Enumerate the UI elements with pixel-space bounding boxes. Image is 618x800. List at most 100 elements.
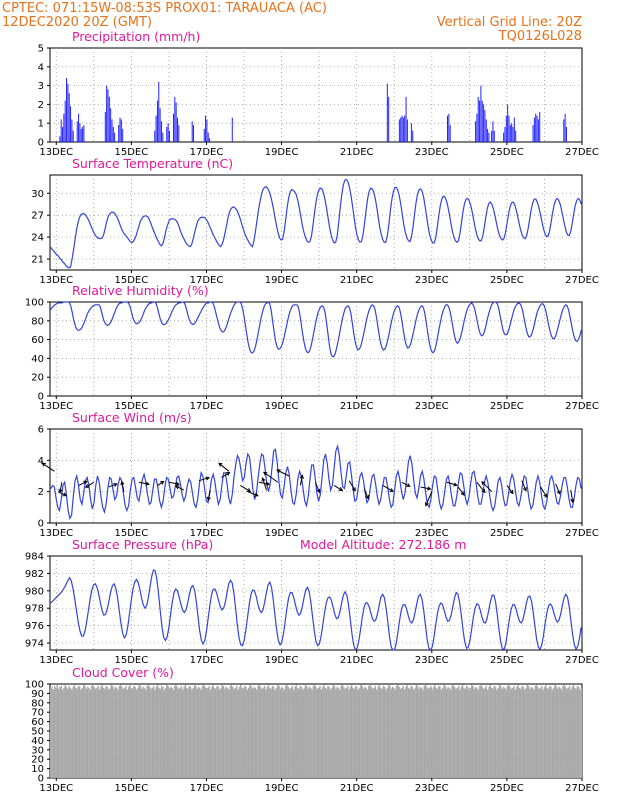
cloud-bar (170, 686, 172, 778)
cloud-bar (317, 687, 320, 778)
wind-arrow (333, 484, 343, 491)
cloud-bar (506, 685, 509, 778)
wind-arrow (425, 491, 433, 506)
cloud-bar (543, 686, 546, 778)
cloud-bar (71, 689, 73, 778)
cloud-bar (447, 686, 449, 778)
cloud-bar (242, 688, 245, 778)
cloud-bar (302, 689, 304, 778)
cloud-bar (514, 689, 517, 778)
wind-arrowhead (160, 480, 165, 485)
precip-bar (78, 113, 80, 142)
cloud-bar (389, 685, 391, 778)
cloud-bar (85, 688, 88, 778)
wind-panel: 0 2 4 6 13DEC 15DEC 17DEC 19DEC 21DEC 23DEC 25DEC 2… (38, 410, 599, 539)
cloud-bar (502, 686, 505, 778)
cloud-title: Cloud Cover (%) (72, 665, 174, 680)
precip-bar (168, 130, 170, 142)
cloud-bar (59, 686, 61, 778)
rh-xtick-label: 13DEC (39, 401, 73, 412)
cloud-bar (353, 688, 356, 778)
cloud-bar (200, 689, 202, 778)
precip-bar (155, 115, 157, 142)
wind-arrow (299, 475, 303, 486)
cloud-bar (475, 686, 477, 778)
wind-arrow (263, 471, 279, 483)
wind-xtick-label: 25DEC (490, 528, 524, 539)
wind-xtick-label: 17DEC (190, 528, 224, 539)
cloud-bar (580, 687, 583, 778)
wind-xtick-label: 27DEC (565, 528, 599, 539)
precip-bar (71, 119, 73, 142)
cloud-bar (141, 688, 143, 778)
cloud-bar (560, 689, 563, 778)
precip-bar (405, 96, 407, 142)
wind-arrowhead (58, 488, 63, 494)
cloud-bar (63, 687, 65, 778)
cloud-bar (564, 686, 567, 778)
precip-bar (481, 100, 483, 142)
cloud-bar (310, 687, 312, 778)
precip-bar (410, 123, 412, 142)
cloud-bar (131, 688, 134, 778)
cloud-bar (456, 687, 458, 778)
cloud-bar (163, 689, 165, 778)
cloud-bar (448, 687, 451, 778)
wind-arrowhead (206, 496, 211, 502)
wind-frame (49, 428, 583, 524)
precip-bar (479, 100, 481, 142)
cloud-bar (413, 689, 415, 778)
temp-xtick-label: 25DEC (490, 275, 524, 286)
precip-bar (535, 113, 537, 142)
cloud-bar (390, 688, 392, 778)
wind-arrow (218, 462, 230, 472)
cloud-bar (79, 686, 81, 778)
cloud-bar (156, 684, 159, 778)
cloud-bar (403, 689, 406, 778)
cloud-bar (444, 685, 447, 778)
cloud-bar (533, 689, 535, 778)
wind-ytick-label: 6 (38, 425, 44, 436)
cloud-bar (426, 686, 428, 778)
cloud-bar (253, 686, 255, 778)
cloud-bar (208, 685, 210, 778)
cloud-ytick-label: 60 (31, 717, 44, 728)
wind-arrow (570, 490, 574, 503)
precip-bar (166, 126, 168, 142)
cloud-bar (274, 689, 276, 778)
cloud-bar (477, 689, 480, 778)
cloud-bar (68, 685, 70, 778)
cloud-bar (576, 685, 579, 778)
cloud-bar (151, 687, 154, 778)
panels-group: 0 1 2 3 4 5 13DEC 15DEC 17DEC 19DEC 21DEC 23DEC 25DE… (25, 29, 599, 794)
cloud-bar (130, 687, 132, 778)
cloud-xtick-label: 21DEC (340, 783, 374, 794)
cloud-bar (127, 686, 130, 778)
cloud-bar (497, 687, 499, 778)
temp-line (50, 178, 582, 269)
cloud-bar (112, 685, 114, 778)
cloud-bar (574, 687, 576, 778)
cloud-bar (572, 684, 575, 778)
cloud-bar (546, 687, 548, 778)
wind-arrow (85, 481, 95, 488)
precip-bar (508, 115, 510, 142)
cloud-bar (327, 685, 329, 778)
precip-bar (178, 125, 180, 142)
cloud-bar (273, 686, 275, 778)
cloud-bar (122, 688, 124, 778)
precip-bar (159, 108, 161, 142)
precip-bar (203, 128, 205, 142)
cloud-bar (284, 685, 287, 778)
cloud-bar (139, 685, 142, 778)
cloud-bar (73, 684, 76, 778)
cloud-bar (556, 688, 559, 778)
cloud-bar (224, 688, 226, 778)
cloud-bar (508, 684, 510, 778)
precip-xtick-label: 25DEC (490, 147, 524, 158)
cloud-bar (394, 689, 396, 778)
cloud-bar (465, 685, 468, 778)
cloud-bar (362, 688, 365, 778)
cloud-bar (160, 685, 163, 778)
cloud-bar (449, 689, 452, 778)
